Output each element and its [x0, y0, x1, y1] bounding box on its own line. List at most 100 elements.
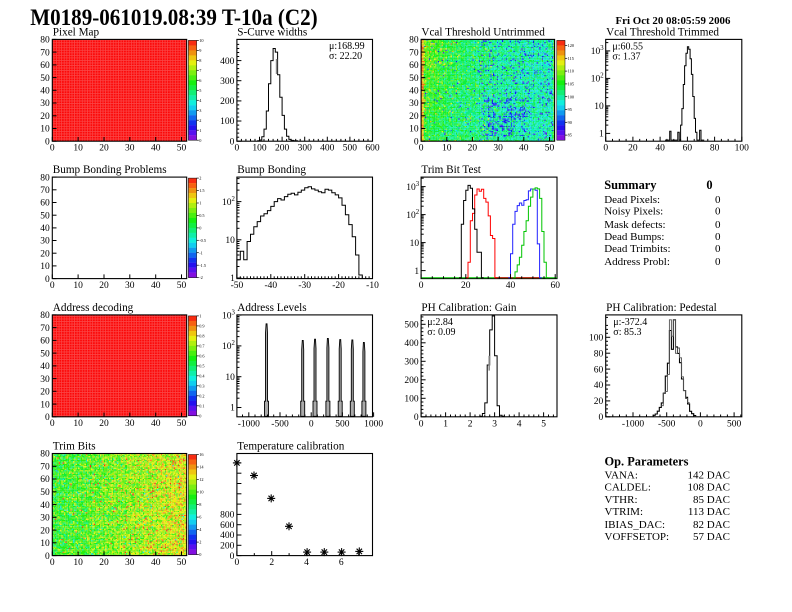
svg-text:μ:168.99: μ:168.99: [329, 41, 365, 52]
svg-text:95: 95: [568, 107, 572, 112]
svg-text:2: 2: [199, 118, 201, 123]
svg-text:-1000: -1000: [238, 419, 260, 429]
svg-text:Address Levels: Address Levels: [237, 302, 306, 314]
svg-text:2: 2: [269, 558, 274, 568]
svg-text:Trim Bit Test: Trim Bit Test: [421, 164, 481, 176]
svg-text:0: 0: [715, 256, 721, 268]
svg-text:6: 6: [339, 558, 344, 568]
svg-text:50: 50: [177, 558, 187, 568]
svg-text:0: 0: [715, 219, 721, 231]
svg-text:0: 0: [414, 137, 419, 147]
svg-text:Dead Trimbits:: Dead Trimbits:: [604, 243, 670, 255]
svg-text:80: 80: [710, 144, 720, 154]
svg-text:60: 60: [683, 144, 693, 154]
svg-text:16: 16: [199, 452, 204, 457]
svg-text:1: 1: [199, 128, 201, 133]
svg-text:20: 20: [594, 397, 604, 407]
svg-text:1: 1: [230, 404, 235, 414]
svg-text:10: 10: [199, 38, 203, 43]
svg-text:10: 10: [73, 558, 83, 568]
svg-text:80: 80: [40, 311, 50, 321]
svg-text:50: 50: [545, 144, 555, 154]
svg-text:60: 60: [594, 365, 604, 375]
svg-text:500: 500: [335, 419, 350, 429]
svg-text:0.4: 0.4: [199, 373, 205, 378]
svg-text:10: 10: [73, 281, 83, 291]
svg-text:0: 0: [715, 243, 721, 255]
svg-text:400: 400: [320, 144, 335, 154]
svg-text:70: 70: [40, 324, 50, 334]
svg-text:0: 0: [419, 281, 424, 291]
svg-text:30: 30: [409, 99, 419, 109]
svg-text:60: 60: [550, 281, 560, 291]
svg-text:70: 70: [40, 186, 50, 196]
svg-text:600: 600: [365, 144, 380, 154]
svg-text:Dead Bumps:: Dead Bumps:: [604, 231, 664, 243]
svg-text:4: 4: [304, 558, 309, 568]
svg-text:40: 40: [40, 224, 50, 234]
svg-text:10: 10: [410, 239, 420, 249]
svg-text:Op. Parameters: Op. Parameters: [605, 455, 689, 469]
svg-text:80: 80: [40, 36, 50, 46]
svg-text:0.2: 0.2: [199, 393, 204, 398]
svg-text:-30: -30: [298, 281, 311, 291]
svg-text:0.6: 0.6: [199, 354, 205, 359]
svg-text:40: 40: [519, 144, 529, 154]
svg-text:110: 110: [568, 69, 574, 74]
svg-text:50: 50: [40, 488, 50, 498]
svg-text:50: 50: [409, 74, 419, 84]
svg-text:70: 70: [40, 48, 50, 58]
svg-text:30: 30: [40, 375, 50, 385]
svg-text:500: 500: [404, 321, 419, 331]
svg-text:VOFFSETOP:: VOFFSETOP:: [605, 531, 670, 543]
svg-text:10: 10: [409, 125, 419, 135]
svg-text:300: 300: [298, 144, 313, 154]
svg-text:20: 20: [99, 144, 109, 154]
svg-text:80: 80: [409, 36, 419, 46]
svg-text:0: 0: [199, 413, 201, 418]
svg-text:115: 115: [568, 56, 574, 61]
svg-text:40: 40: [655, 144, 665, 154]
svg-text:0: 0: [309, 419, 314, 429]
svg-text:400: 400: [220, 531, 235, 541]
svg-text:20: 20: [40, 112, 50, 122]
svg-text:12: 12: [199, 477, 203, 482]
svg-text:Dead Pixels:: Dead Pixels:: [604, 194, 660, 206]
svg-text:0: 0: [603, 144, 608, 154]
svg-text:0: 0: [230, 552, 235, 562]
svg-text:60: 60: [409, 61, 419, 71]
svg-text:600: 600: [220, 521, 235, 531]
svg-text:100: 100: [589, 334, 604, 344]
svg-text:40: 40: [151, 558, 161, 568]
svg-text:50: 50: [40, 349, 50, 359]
svg-text:120: 120: [568, 43, 574, 48]
svg-text:10: 10: [73, 144, 83, 154]
svg-text:Temperature calibration: Temperature calibration: [237, 440, 344, 452]
svg-text:S-Curve widths: S-Curve widths: [237, 26, 307, 38]
svg-text:20: 20: [468, 144, 478, 154]
svg-text:200: 200: [404, 376, 419, 386]
svg-text:-50: -50: [231, 281, 244, 291]
svg-text:400: 400: [404, 339, 419, 349]
svg-text:-20: -20: [332, 281, 345, 291]
svg-text:Vcal Threshold Untrimmed: Vcal Threshold Untrimmed: [421, 26, 545, 38]
svg-text:30: 30: [40, 514, 50, 524]
svg-text:VTRIM:: VTRIM:: [605, 506, 644, 518]
svg-text:0: 0: [199, 138, 201, 143]
svg-text:Noisy Pixels:: Noisy Pixels:: [604, 206, 663, 218]
svg-text:2: 2: [468, 419, 473, 429]
svg-text:20: 20: [40, 249, 50, 259]
svg-text:μ:60.55: μ:60.55: [612, 42, 643, 53]
svg-text:100: 100: [404, 395, 419, 405]
svg-text:70: 70: [40, 463, 50, 473]
svg-text:μ:-372.4: μ:-372.4: [613, 317, 647, 328]
svg-text:500: 500: [343, 144, 358, 154]
svg-text:108 DAC: 108 DAC: [688, 482, 730, 494]
svg-text:400: 400: [220, 57, 235, 67]
svg-text:20: 20: [99, 558, 109, 568]
svg-text:20: 20: [99, 419, 109, 429]
svg-text:σ: 85.3: σ: 85.3: [613, 327, 641, 338]
svg-text:0.3: 0.3: [199, 383, 204, 388]
svg-text:0: 0: [414, 413, 419, 423]
svg-text:0: 0: [706, 178, 712, 192]
